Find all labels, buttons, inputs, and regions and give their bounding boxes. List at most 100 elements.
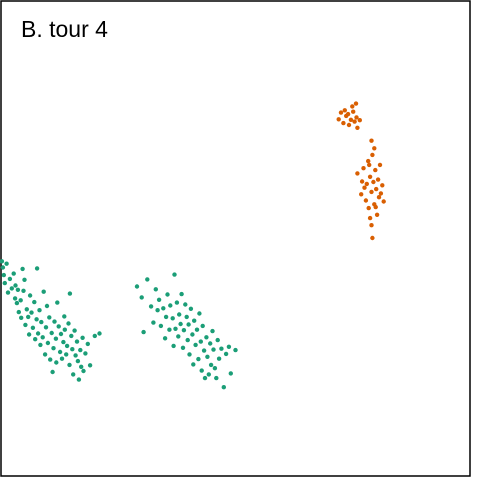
data-point-s0-18 <box>22 277 27 282</box>
data-point-s0-126 <box>208 341 213 346</box>
data-point-s0-65 <box>73 353 78 358</box>
data-point-s0-68 <box>76 377 82 382</box>
data-point-s0-78 <box>134 284 140 289</box>
data-point-s0-116 <box>196 356 201 362</box>
data-point-s1-41 <box>372 146 377 151</box>
data-point-s0-0 <box>0 259 5 264</box>
data-point-s0-3 <box>2 280 7 286</box>
points-layer <box>0 101 386 390</box>
data-point-s0-59 <box>67 362 72 368</box>
data-point-s1-12 <box>355 125 360 130</box>
plot-border <box>0 0 471 477</box>
data-point-s0-100 <box>177 312 182 317</box>
data-point-s0-46 <box>53 336 59 341</box>
data-point-s0-37 <box>43 325 49 330</box>
chart-title: B. tour 4 <box>21 16 108 42</box>
data-point-s0-102 <box>179 291 184 297</box>
data-point-s0-109 <box>187 352 192 357</box>
data-point-s1-25 <box>369 189 374 195</box>
data-point-s0-43 <box>50 369 55 375</box>
data-point-s0-49 <box>56 324 61 329</box>
data-point-s0-134 <box>219 346 224 351</box>
data-point-s0-57 <box>64 343 70 349</box>
data-point-s0-20 <box>24 307 29 312</box>
data-point-s0-125 <box>206 372 211 377</box>
data-point-s0-75 <box>87 363 93 368</box>
data-point-s0-84 <box>153 287 158 292</box>
data-point-s0-53 <box>61 339 66 345</box>
data-point-s0-122 <box>202 375 208 381</box>
data-point-s0-72 <box>81 368 86 374</box>
data-point-s0-17 <box>21 288 26 293</box>
data-point-s1-11 <box>354 115 359 120</box>
data-point-s1-35 <box>378 191 384 196</box>
data-point-s0-133 <box>216 356 222 361</box>
data-point-s0-92 <box>167 327 172 332</box>
data-point-s0-5 <box>5 290 11 295</box>
data-point-s1-21 <box>364 181 369 187</box>
data-point-s1-27 <box>371 179 376 185</box>
data-point-s0-96 <box>172 272 177 277</box>
data-point-s0-15 <box>19 315 24 320</box>
data-point-s1-13 <box>353 101 359 106</box>
data-point-s0-104 <box>181 328 187 333</box>
data-point-s1-0 <box>336 117 341 122</box>
data-point-s0-21 <box>26 314 31 320</box>
data-point-s0-28 <box>34 317 39 322</box>
data-point-s1-8 <box>350 104 355 109</box>
data-point-s0-58 <box>66 321 71 326</box>
data-point-s0-23 <box>27 293 33 298</box>
data-point-s0-22 <box>26 332 32 337</box>
data-point-s0-62 <box>70 347 75 352</box>
data-point-s0-29 <box>34 266 40 271</box>
data-point-s0-11 <box>14 300 20 306</box>
data-point-s0-7 <box>9 286 14 291</box>
data-point-s0-99 <box>176 334 181 339</box>
data-point-s0-56 <box>63 352 69 357</box>
data-point-s0-77 <box>97 331 102 336</box>
data-point-s0-1 <box>0 265 6 270</box>
data-point-s1-15 <box>355 171 360 176</box>
data-point-s0-38 <box>44 303 50 309</box>
data-point-s1-20 <box>363 198 369 203</box>
data-point-s0-40 <box>47 315 52 320</box>
data-point-s0-117 <box>197 311 202 316</box>
data-point-s1-24 <box>367 174 373 179</box>
data-point-s1-26 <box>370 152 375 158</box>
data-point-s0-118 <box>198 339 203 344</box>
data-point-s0-132 <box>215 337 220 343</box>
data-point-s0-121 <box>201 348 207 353</box>
data-point-s1-32 <box>375 177 381 182</box>
data-point-s0-16 <box>20 266 25 272</box>
data-point-s0-127 <box>208 362 214 368</box>
data-point-s0-89 <box>162 336 168 341</box>
data-point-s0-98 <box>174 300 180 305</box>
data-point-s0-95 <box>171 343 176 349</box>
data-point-s0-136 <box>223 351 229 357</box>
data-point-s0-85 <box>155 308 160 313</box>
data-point-s1-2 <box>341 120 346 126</box>
data-point-s0-114 <box>193 342 198 348</box>
data-point-s0-55 <box>62 327 67 332</box>
data-point-s1-39 <box>370 235 375 241</box>
data-point-s0-115 <box>194 327 200 332</box>
data-point-s1-38 <box>369 223 374 228</box>
data-point-s1-7 <box>348 117 354 123</box>
data-point-s0-131 <box>214 375 219 381</box>
data-point-s1-33 <box>376 195 382 200</box>
data-point-s0-13 <box>16 309 21 315</box>
data-point-s0-130 <box>212 366 218 371</box>
data-point-s1-10 <box>352 119 357 124</box>
data-point-s0-61 <box>69 333 74 339</box>
data-point-s0-14 <box>18 298 23 303</box>
data-point-s1-42 <box>369 138 374 143</box>
data-point-s0-123 <box>204 335 209 340</box>
data-point-s0-25 <box>30 325 36 330</box>
data-point-s0-86 <box>156 297 162 302</box>
data-point-s0-138 <box>228 371 233 376</box>
data-point-s1-44 <box>373 204 378 210</box>
data-point-s0-91 <box>165 292 170 297</box>
data-point-s0-87 <box>158 323 164 329</box>
data-point-s0-4 <box>4 261 9 266</box>
data-point-s0-110 <box>188 306 194 311</box>
